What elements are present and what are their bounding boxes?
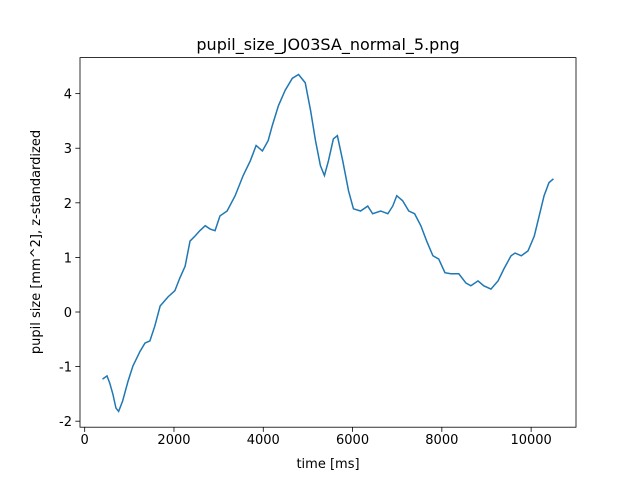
y-tick-label: 0 bbox=[64, 306, 72, 321]
y-tick-label: -2 bbox=[59, 415, 72, 430]
y-tick-label: 2 bbox=[64, 197, 72, 212]
x-tick-label: 6000 bbox=[336, 433, 369, 448]
plot-frame bbox=[79, 57, 577, 428]
x-axis-label: time [ms] bbox=[296, 457, 359, 472]
y-tick-label: 4 bbox=[64, 88, 72, 103]
data-line bbox=[102, 73, 554, 413]
y-tick-label: 1 bbox=[64, 251, 72, 266]
x-tick-label: 10000 bbox=[510, 433, 551, 448]
y-axis-label: pupil size [mm^2], z-standardized bbox=[29, 130, 44, 354]
x-tick-label: 0 bbox=[81, 433, 89, 448]
x-tick-label: 2000 bbox=[157, 433, 190, 448]
x-tick-label: 4000 bbox=[247, 433, 280, 448]
x-tick-label: 8000 bbox=[425, 433, 458, 448]
y-tick-label: -1 bbox=[59, 361, 72, 376]
y-tick-label: 3 bbox=[64, 142, 72, 157]
chart-title: pupil_size_JO03SA_normal_5.png bbox=[196, 35, 459, 55]
